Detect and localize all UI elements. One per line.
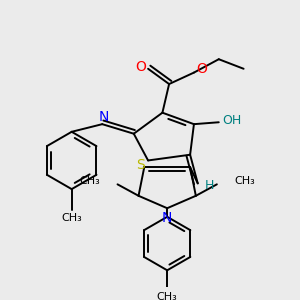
Text: OH: OH <box>223 114 242 127</box>
Text: CH₃: CH₃ <box>234 176 255 185</box>
Text: N: N <box>162 211 172 225</box>
Text: CH₃: CH₃ <box>157 292 178 300</box>
Text: N: N <box>99 110 109 124</box>
Text: S: S <box>136 158 145 172</box>
Text: CH₃: CH₃ <box>80 176 100 185</box>
Text: CH₃: CH₃ <box>61 213 82 223</box>
Text: O: O <box>196 62 207 76</box>
Text: H: H <box>205 179 214 192</box>
Text: O: O <box>135 60 146 74</box>
